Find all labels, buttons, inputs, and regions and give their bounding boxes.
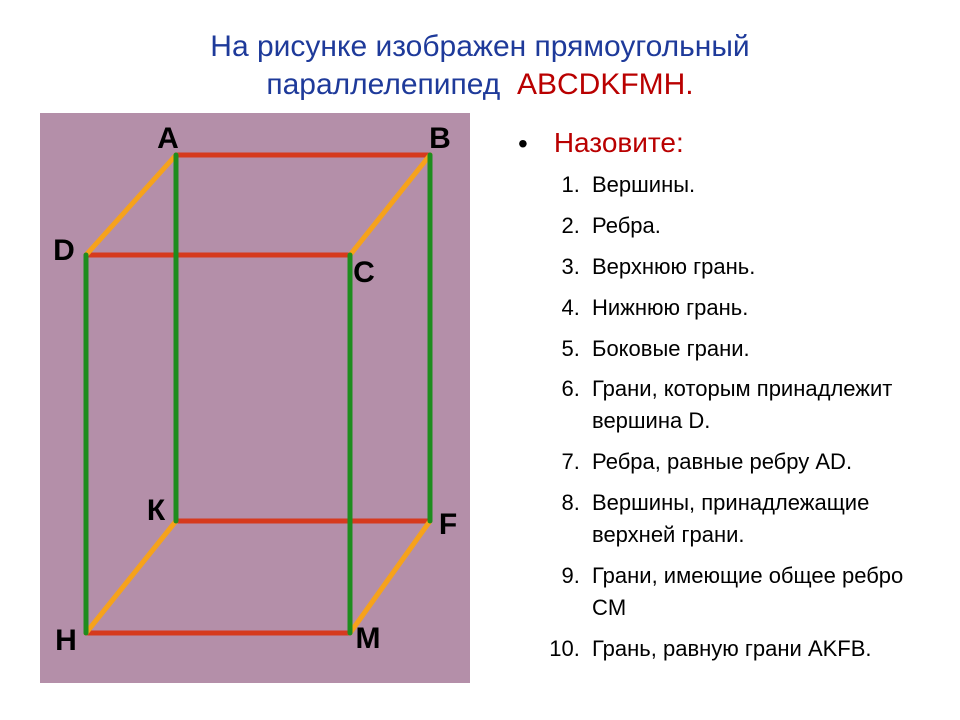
question-item: Вершины, принадлежащие верхней грани.: [586, 487, 920, 551]
title-line2-plain: параллелепипед: [266, 68, 500, 101]
vertex-label-H: H: [55, 624, 77, 658]
vertex-label-C: C: [353, 256, 375, 290]
question-item: Грани, имеющие общее ребро CM: [586, 560, 920, 624]
edge-AD: [86, 155, 176, 255]
subheading: • Назовите:: [518, 127, 920, 159]
edge-KH: [86, 521, 176, 633]
title-line2-accent: ABCDKFMH.: [517, 68, 694, 101]
vertex-label-B: B: [429, 122, 451, 156]
parallelepiped-svg: [40, 113, 470, 683]
question-item: Верхнюю грань.: [586, 251, 920, 283]
question-item: Боковые грани.: [586, 333, 920, 365]
question-item: Ребра.: [586, 210, 920, 242]
slide-title: На рисунке изображен прямоугольный парал…: [40, 28, 920, 103]
slide: На рисунке изображен прямоугольный парал…: [0, 0, 960, 720]
content-row: A B C D К F M H • Назовите: Вершины. Ребра. Верхню…: [40, 113, 920, 683]
bullet-icon: •: [518, 128, 528, 159]
subheading-text: Назовите:: [554, 127, 684, 158]
question-item: Грань, равную грани AKFB.: [586, 633, 920, 665]
parallelepiped-figure: A B C D К F M H: [40, 113, 470, 683]
right-column: • Назовите: Вершины. Ребра. Верхнюю грань. Н…: [510, 113, 920, 674]
question-item: Ребра, равные ребру AD.: [586, 446, 920, 478]
question-list: Вершины. Ребра. Верхнюю грань. Нижнюю грань…: [510, 169, 920, 665]
vertex-label-M: M: [356, 622, 381, 656]
vertex-label-D: D: [53, 234, 75, 268]
edge-BC: [350, 155, 430, 255]
edge-FM: [350, 521, 430, 633]
question-item: Нижнюю грань.: [586, 292, 920, 324]
question-item: Грани, которым принадлежит вершина D.: [586, 373, 920, 437]
vertex-label-F: F: [439, 508, 457, 542]
question-item: Вершины.: [586, 169, 920, 201]
vertex-label-K: К: [147, 494, 165, 528]
title-line1: На рисунке изображен прямоугольный: [210, 30, 749, 63]
vertex-label-A: A: [157, 122, 179, 156]
